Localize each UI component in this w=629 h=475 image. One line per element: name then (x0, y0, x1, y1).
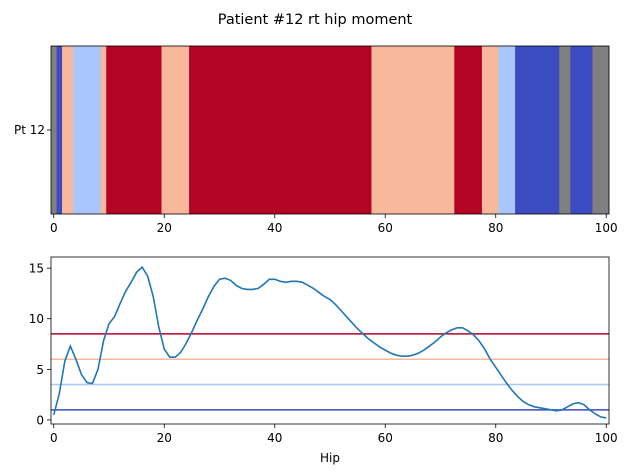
hip-moment-line (52, 265, 607, 419)
heatmap-segment (106, 46, 162, 214)
line-y-tick-label: 15 (29, 262, 44, 276)
line-x-tick-label: 0 (50, 431, 58, 445)
heatmap-segment (454, 46, 483, 214)
line-frame (50, 256, 610, 425)
heatmap-x-tick-label: 20 (157, 221, 172, 235)
heatmap-x-tick-label: 80 (488, 221, 503, 235)
line-x-tick-label: 100 (595, 431, 618, 445)
heatmap-segment (592, 46, 610, 214)
line-x-tick-label: 60 (378, 431, 393, 445)
heatmap-segment (161, 46, 190, 214)
heatmap-segment (570, 46, 593, 214)
line-x-tick-label: 20 (157, 431, 172, 445)
figure-title: Patient #12 rt hip moment (218, 12, 413, 28)
line-x-tick-label: 40 (267, 431, 282, 445)
heatmap-x-ticks: 0 20 40 60 80 100 (50, 214, 618, 235)
heatmap-segment (371, 46, 455, 214)
heatmap-segment (73, 46, 102, 214)
heatmap-x-tick-label: 60 (378, 221, 393, 235)
heatmap-segment (100, 46, 107, 214)
heatmap-segments (51, 46, 610, 214)
heatmap-axes: 0 20 40 60 80 100 Pt 12 (14, 45, 618, 235)
heatmap-x-tick-label: 100 (595, 221, 618, 235)
line-axes: 0 20 40 60 80 100 0 5 10 15 Hip (29, 256, 618, 465)
line-y-ticks: 0 5 10 15 (29, 262, 51, 427)
threshold-lines (51, 333, 609, 411)
heatmap-segment (498, 46, 516, 214)
heatmap-x-tick-label: 0 (50, 221, 58, 235)
line-x-ticks: 0 20 40 60 80 100 (50, 424, 618, 445)
x-axis-label: Hip (320, 451, 340, 465)
heatmap-row-label: Pt 12 (14, 123, 45, 137)
heatmap-x-tick-label: 40 (267, 221, 282, 235)
heatmap-segment (62, 46, 74, 214)
line-x-tick-label: 80 (488, 431, 503, 445)
line-y-tick-label: 5 (36, 363, 44, 377)
heatmap-segment (189, 46, 372, 214)
heatmap-segment (515, 46, 560, 214)
line-y-tick-label: 0 (36, 413, 44, 427)
line-y-tick-label: 10 (29, 312, 44, 326)
heatmap-segment (56, 46, 63, 214)
heatmap-segment (481, 46, 499, 214)
heatmap-segment (51, 46, 57, 214)
heatmap-segment (559, 46, 571, 214)
